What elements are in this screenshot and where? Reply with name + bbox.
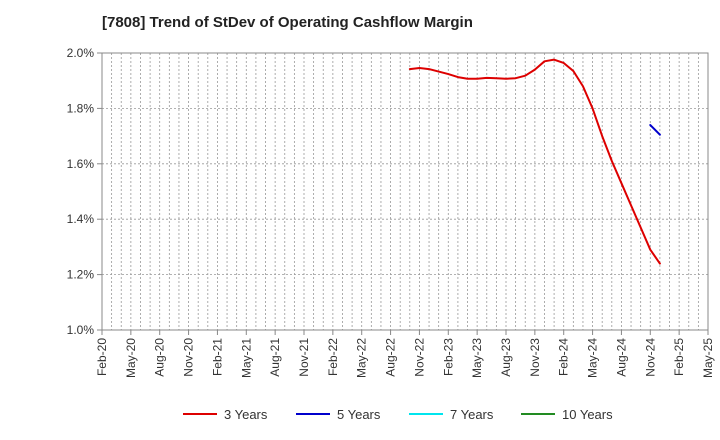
y-tick-label: 1.0%	[67, 323, 95, 337]
y-tick-label: 1.8%	[67, 101, 95, 115]
series-lines	[408, 58, 661, 265]
series-line-5-years	[649, 124, 661, 136]
x-tick-label: Feb-20	[95, 338, 109, 376]
plot-frame	[101, 52, 709, 331]
x-tick-label: Feb-23	[441, 338, 455, 376]
x-tick-label: Nov-21	[297, 338, 311, 377]
y-tick-label: 1.4%	[67, 212, 95, 226]
x-tick-label: Nov-20	[182, 338, 196, 377]
legend-label: 5 Years	[337, 407, 381, 422]
x-tick-label: May-22	[355, 338, 369, 378]
grid-lines	[102, 53, 708, 330]
legend-label: 3 Years	[224, 407, 268, 422]
x-tick-label: May-20	[124, 338, 138, 378]
chart-title: [7808] Trend of StDev of Operating Cashf…	[102, 14, 473, 31]
x-tick-label: Feb-24	[557, 338, 571, 376]
x-tick-label: Feb-25	[672, 338, 686, 376]
x-tick-label: Aug-22	[384, 338, 398, 377]
x-tick-label: Aug-21	[268, 338, 282, 377]
x-tick-label: May-24	[586, 338, 600, 378]
x-tick-label: Feb-22	[326, 338, 340, 376]
x-tick-label: May-25	[701, 338, 715, 378]
x-tick-label: May-23	[470, 338, 484, 378]
y-tick-label: 1.6%	[67, 157, 95, 171]
x-tick-label: Nov-23	[528, 338, 542, 377]
x-tick-label: May-21	[239, 338, 253, 378]
x-tick-label: Nov-22	[412, 338, 426, 377]
x-tick-label: Nov-24	[643, 338, 657, 377]
x-tick-label: Aug-23	[499, 338, 513, 377]
legend: 3 Years 5 Years 7 Years 10 Years	[183, 407, 613, 422]
x-tick-label: Aug-24	[614, 338, 628, 377]
y-tick-label: 2.0%	[67, 46, 95, 60]
axes: 1.0% 1.2% 1.4% 1.6% 1.8% 2.0% Feb-20 May-20 Aug-…	[67, 46, 715, 378]
y-tick-label: 1.2%	[67, 268, 95, 282]
series-line-3-years	[408, 58, 661, 265]
x-tick-label: Aug-20	[153, 338, 167, 377]
legend-label: 7 Years	[450, 407, 494, 422]
legend-label: 10 Years	[562, 407, 613, 422]
x-tick-label: Feb-21	[210, 338, 224, 376]
